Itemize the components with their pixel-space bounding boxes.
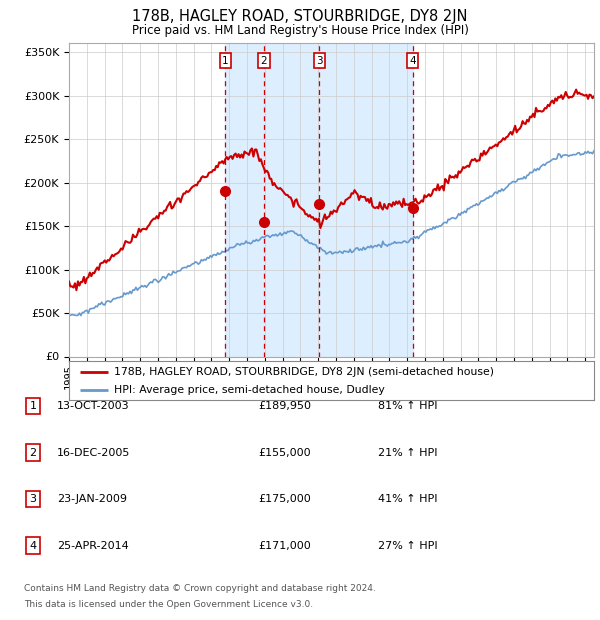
Bar bbox=[225, 43, 264, 356]
Text: 1: 1 bbox=[29, 401, 37, 411]
Text: 3: 3 bbox=[29, 494, 37, 504]
Text: This data is licensed under the Open Government Licence v3.0.: This data is licensed under the Open Gov… bbox=[24, 600, 313, 609]
Text: £171,000: £171,000 bbox=[258, 541, 311, 551]
Text: 13-OCT-2003: 13-OCT-2003 bbox=[57, 401, 130, 411]
Text: 178B, HAGLEY ROAD, STOURBRIDGE, DY8 2JN (semi-detached house): 178B, HAGLEY ROAD, STOURBRIDGE, DY8 2JN … bbox=[113, 367, 494, 377]
Text: 81% ↑ HPI: 81% ↑ HPI bbox=[378, 401, 437, 411]
Text: £189,950: £189,950 bbox=[258, 401, 311, 411]
Text: 1: 1 bbox=[222, 56, 229, 66]
Text: 16-DEC-2005: 16-DEC-2005 bbox=[57, 448, 130, 458]
Text: HPI: Average price, semi-detached house, Dudley: HPI: Average price, semi-detached house,… bbox=[113, 385, 385, 396]
Bar bbox=[319, 43, 413, 356]
Text: 27% ↑ HPI: 27% ↑ HPI bbox=[378, 541, 437, 551]
Text: Contains HM Land Registry data © Crown copyright and database right 2024.: Contains HM Land Registry data © Crown c… bbox=[24, 584, 376, 593]
Text: £155,000: £155,000 bbox=[258, 448, 311, 458]
Text: £175,000: £175,000 bbox=[258, 494, 311, 504]
Text: 2: 2 bbox=[29, 448, 37, 458]
Text: 4: 4 bbox=[410, 56, 416, 66]
Text: 25-APR-2014: 25-APR-2014 bbox=[57, 541, 129, 551]
Text: 21% ↑ HPI: 21% ↑ HPI bbox=[378, 448, 437, 458]
Text: 23-JAN-2009: 23-JAN-2009 bbox=[57, 494, 127, 504]
Text: 178B, HAGLEY ROAD, STOURBRIDGE, DY8 2JN: 178B, HAGLEY ROAD, STOURBRIDGE, DY8 2JN bbox=[132, 9, 468, 24]
Text: 4: 4 bbox=[29, 541, 37, 551]
Text: Price paid vs. HM Land Registry's House Price Index (HPI): Price paid vs. HM Land Registry's House … bbox=[131, 24, 469, 37]
Text: 41% ↑ HPI: 41% ↑ HPI bbox=[378, 494, 437, 504]
Text: 2: 2 bbox=[261, 56, 268, 66]
Text: 3: 3 bbox=[316, 56, 323, 66]
Bar bbox=[264, 43, 319, 356]
